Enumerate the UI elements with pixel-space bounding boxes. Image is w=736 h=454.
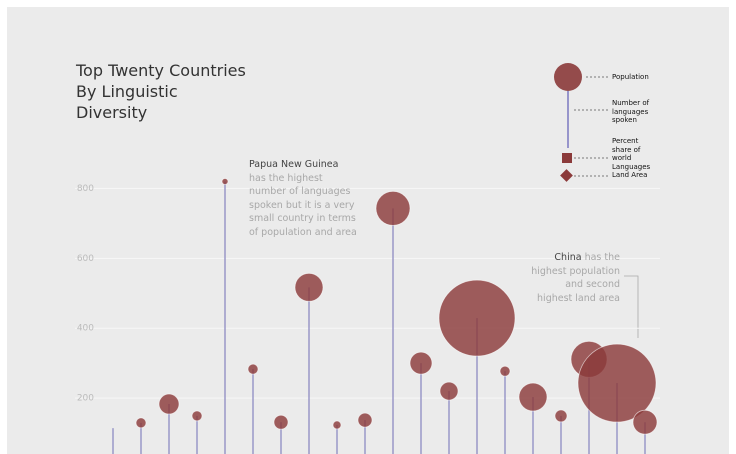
bubble xyxy=(294,272,324,302)
legend-entry: Percent share of world Languages xyxy=(612,137,651,171)
bubble xyxy=(273,414,289,430)
legend-square xyxy=(562,153,572,163)
y-tick-label: 600 xyxy=(77,254,94,264)
y-tick-label: 800 xyxy=(77,184,94,194)
bubble xyxy=(247,363,259,375)
chart-title: Top Twenty Countries By Linguistic Diver… xyxy=(76,61,246,122)
bubble xyxy=(221,178,229,185)
legend-entry: Land Area xyxy=(612,171,648,179)
legend-leaders xyxy=(574,76,608,177)
legend-entry: Number of languages spoken xyxy=(612,99,650,124)
y-tick-label: 200 xyxy=(77,394,94,404)
bubble xyxy=(632,409,658,435)
bubble xyxy=(518,382,548,412)
bubble xyxy=(438,279,516,357)
bubble xyxy=(409,351,433,375)
legend-entry: Population xyxy=(612,73,649,81)
bubble xyxy=(375,190,411,226)
bubble xyxy=(439,381,459,401)
bubble xyxy=(577,343,657,423)
bubble xyxy=(135,417,147,429)
bubble xyxy=(332,420,342,430)
bubble xyxy=(499,365,511,377)
bubble xyxy=(357,412,373,428)
bubble xyxy=(554,409,568,423)
annotation: China has the highest population and sec… xyxy=(530,251,620,305)
annotation-text: has the highest number of languages spok… xyxy=(249,172,357,238)
annotation-bold: China xyxy=(554,252,582,263)
y-tick-label: 400 xyxy=(77,324,94,334)
legend-graphics xyxy=(554,63,639,338)
legend-circle xyxy=(554,63,582,91)
bubble xyxy=(158,393,180,415)
annotation-bold: Papua New Guinea xyxy=(249,159,339,170)
annotation-text: has the highest population and second hi… xyxy=(531,252,620,304)
annotation: Papua New Guinea has the highest number … xyxy=(249,158,357,239)
bubble xyxy=(191,410,203,422)
china-bracket xyxy=(624,275,639,338)
